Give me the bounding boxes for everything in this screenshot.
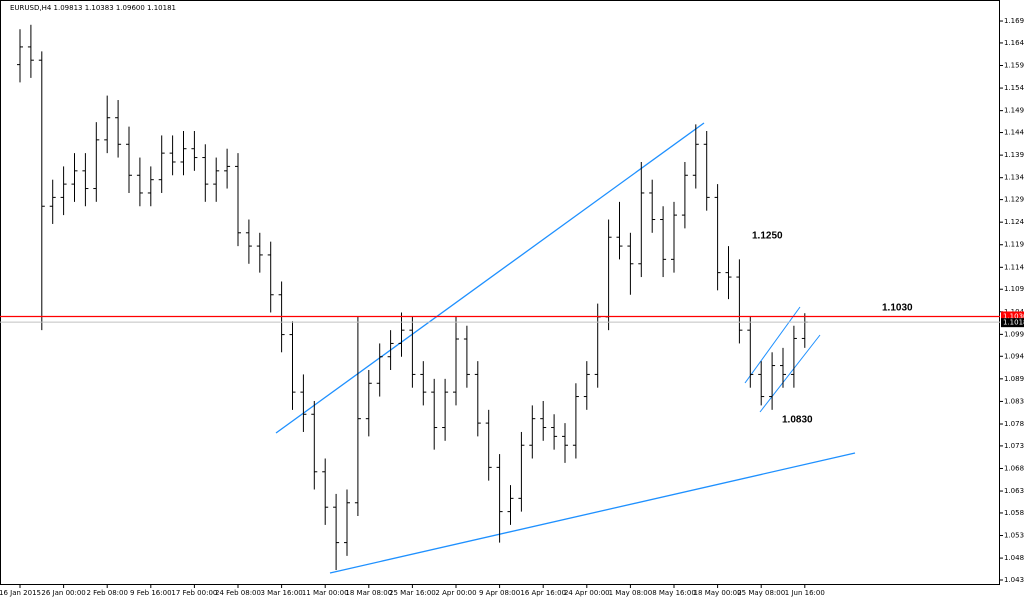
channel: [744, 306, 821, 413]
trendlines: [275, 122, 856, 574]
x-tick-label: 17 Feb 00:00: [171, 589, 217, 597]
x-tick-label: 26 Jan 00:00: [41, 589, 85, 597]
x-tick-label: 18 May 00:00: [694, 589, 742, 597]
x-tick-label: 1 Jun 16:00: [785, 589, 825, 597]
y-tick-label: 1.13955: [1004, 151, 1024, 159]
y-tick-label: 1.13445: [1004, 174, 1024, 182]
y-tick-label: 1.09905: [1004, 330, 1024, 338]
trendline: [275, 122, 705, 434]
annotation: 1.1250: [752, 231, 783, 242]
annotation: 1.0830: [782, 415, 813, 426]
x-tick-label: 2 Feb 08:00: [86, 589, 127, 597]
x-tick-label: 3 Mar 16:00: [260, 589, 302, 597]
y-tick-label: 1.11930: [1004, 241, 1024, 249]
y-tick-label: 1.14960: [1004, 107, 1024, 115]
channel-line: [744, 306, 801, 384]
y-tick-label: 1.10925: [1004, 285, 1024, 293]
y-tick-label: 1.16985: [1004, 17, 1024, 25]
x-tick-label: 24 Apr 00:00: [564, 589, 610, 597]
y-tick-label: 1.09410: [1004, 352, 1024, 360]
chart-title: EURUSD,H4 1.09813 1.10383 1.09600 1.1018…: [10, 4, 176, 12]
y-tick-label: 1.16490: [1004, 39, 1024, 47]
y-tick-label: 1.12950: [1004, 196, 1024, 204]
y-tick-label: 1.05870: [1004, 509, 1024, 517]
price-level-label: 1.10309: [1003, 312, 1024, 320]
y-tick-label: 1.05360: [1004, 532, 1024, 540]
x-tick-label: 2 Apr 00:00: [435, 589, 476, 597]
x-tick-label: 18 Mar 08:00: [345, 589, 392, 597]
trendline: [329, 452, 856, 574]
y-tick-label: 1.07385: [1004, 442, 1024, 450]
y-tick-label: 1.04850: [1004, 554, 1024, 562]
y-tick-label: 1.08390: [1004, 397, 1024, 405]
x-tick-label: 8 May 16:00: [652, 589, 696, 597]
x-tick-label: 25 May 08:00: [737, 589, 785, 597]
channel-line: [759, 334, 821, 413]
x-tick-label: 1 May 08:00: [609, 589, 653, 597]
y-tick-label: 1.15980: [1004, 62, 1024, 70]
x-tick-label: 24 Feb 08:00: [215, 589, 261, 597]
price-level-tag: [1001, 311, 1024, 321]
y-tick-label: 1.08900: [1004, 375, 1024, 383]
last-price-label: 1.10181: [1003, 319, 1024, 327]
y-tick-label: 1.15470: [1004, 84, 1024, 92]
x-tick-label: 11 Mar 00:00: [302, 589, 349, 597]
x-tick-label: 9 Apr 08:00: [479, 589, 520, 597]
last-price-tag: [1001, 318, 1024, 328]
x-tick-label: 16 Apr 16:00: [520, 589, 566, 597]
x-tick-label: 9 Feb 16:00: [130, 589, 171, 597]
y-tick-label: 1.11420: [1004, 263, 1024, 271]
y-tick-label: 1.12440: [1004, 218, 1024, 226]
x-tick-label: 25 Mar 16:00: [389, 589, 436, 597]
y-tick-label: 1.07880: [1004, 420, 1024, 428]
y-tick-label: 1.14465: [1004, 129, 1024, 137]
x-tick-label: 16 Jan 2015: [0, 589, 41, 597]
annotation: 1.1030: [882, 303, 913, 314]
y-tick-label: 1.06875: [1004, 464, 1024, 472]
y-tick-label: 1.06365: [1004, 487, 1024, 495]
y-tick-label: 1.04355: [1004, 576, 1024, 584]
